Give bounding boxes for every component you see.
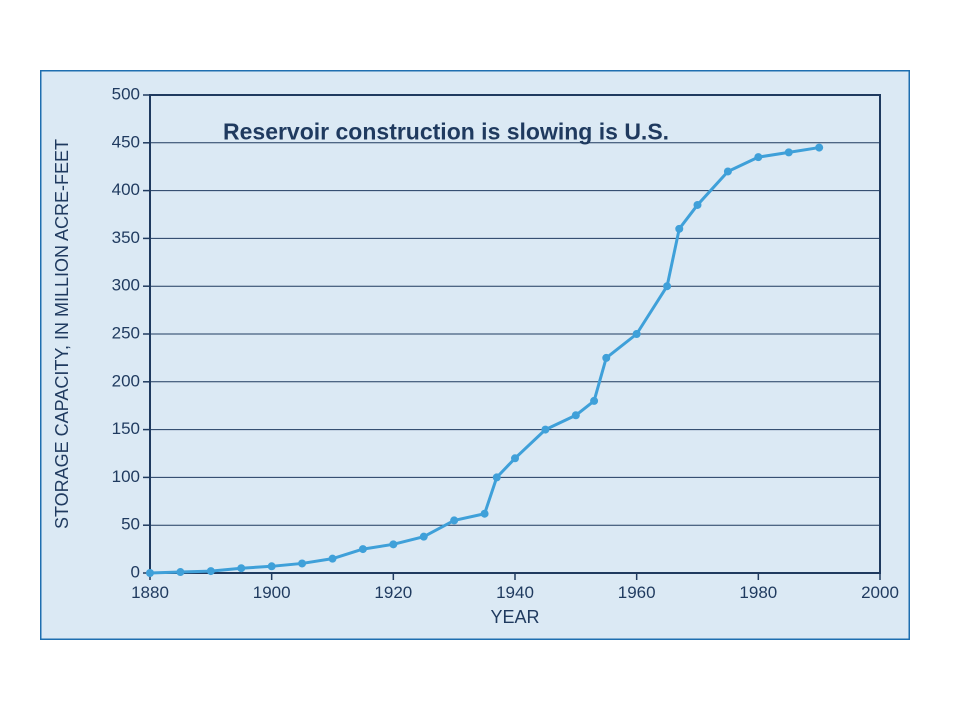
y-tick-label: 150 [112,419,140,438]
y-tick-label: 450 [112,132,140,151]
chart-container: 0 50 100 150 200 250 300 350 400 450 500 1880 1900 19… [0,0,960,720]
y-tick-label: 100 [112,467,140,486]
data-marker [329,555,337,563]
x-axis-label: YEAR [490,607,539,627]
x-tick-label: 1940 [496,583,534,602]
data-marker [541,426,549,434]
chart-svg: 0 50 100 150 200 250 300 350 400 450 500 1880 1900 19… [40,70,910,640]
data-marker [590,397,598,405]
data-marker [481,510,489,518]
data-marker [785,148,793,156]
data-marker [450,516,458,524]
data-marker [268,562,276,570]
data-marker [389,540,397,548]
x-tick-label: 2000 [861,583,899,602]
data-marker [724,167,732,175]
x-tick-label: 1960 [618,583,656,602]
data-marker [493,473,501,481]
data-marker [572,411,580,419]
y-tick-label: 400 [112,180,140,199]
data-marker [146,569,154,577]
y-tick-label: 500 [112,84,140,103]
y-tick-label: 200 [112,371,140,390]
data-marker [754,153,762,161]
data-marker [237,564,245,572]
data-marker [815,144,823,152]
data-marker [420,533,428,541]
y-tick-label: 300 [112,276,140,295]
data-marker [694,201,702,209]
y-axis-label: STORAGE CAPACITY, IN MILLION ACRE-FEET [52,139,72,529]
data-marker [207,567,215,575]
data-marker [675,225,683,233]
data-marker [663,282,671,290]
data-marker [176,568,184,576]
chart-panel: 0 50 100 150 200 250 300 350 400 450 500 1880 1900 19… [40,70,910,640]
x-tick-label: 1980 [739,583,777,602]
y-tick-label: 350 [112,228,140,247]
data-marker [359,545,367,553]
data-marker [298,559,306,567]
x-tick-label: 1920 [374,583,412,602]
y-tick-label: 50 [121,515,140,534]
data-marker [511,454,519,462]
data-marker [633,330,641,338]
y-tick-label: 250 [112,323,140,342]
chart-title: Reservoir construction is slowing is U.S… [223,118,669,144]
x-tick-label: 1900 [253,583,291,602]
x-tick-label: 1880 [131,583,169,602]
data-marker [602,354,610,362]
y-tick-label: 0 [131,562,140,581]
panel-background [40,70,910,640]
